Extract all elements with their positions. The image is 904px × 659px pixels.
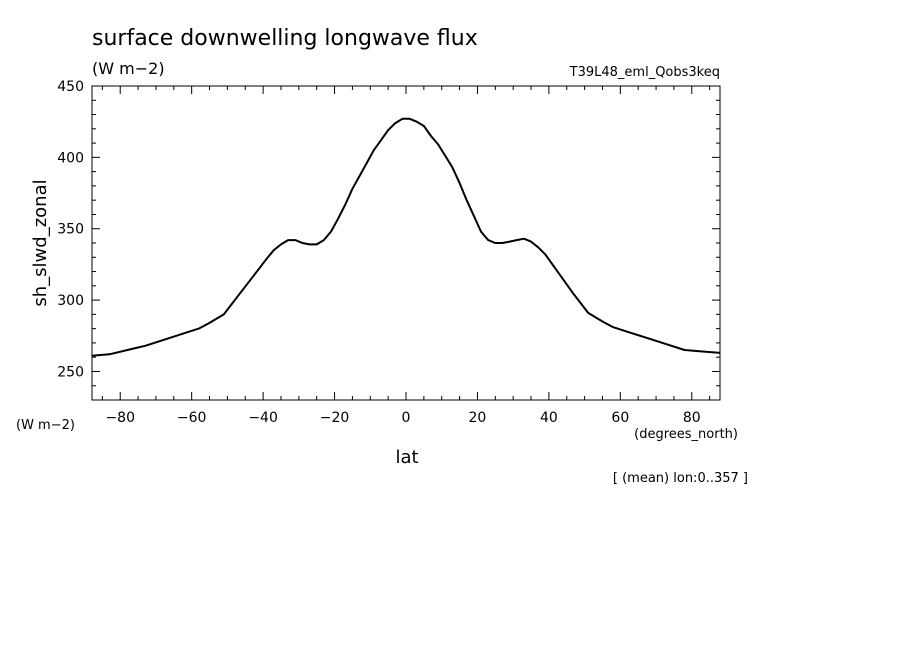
plot-frame-group bbox=[91, 85, 721, 401]
x-tick-label: −20 bbox=[320, 410, 350, 426]
y-tick-label: 300 bbox=[57, 293, 84, 309]
x-axis-units: (degrees_north) bbox=[634, 427, 738, 442]
y-tick-label: 250 bbox=[57, 364, 84, 380]
series-line bbox=[91, 117, 721, 357]
y-tick-label: 400 bbox=[57, 150, 84, 166]
plot-frame bbox=[91, 85, 721, 401]
y-tick-label: 350 bbox=[57, 222, 84, 238]
y-axis-ticks: 250 300 350 400 450 bbox=[57, 79, 720, 387]
x-tick-label: 60 bbox=[611, 410, 629, 426]
x-tick-label: 0 bbox=[402, 410, 411, 426]
y-axis-units: (W m−2) bbox=[16, 418, 75, 433]
y-axis-title: sh_slwd_zonal bbox=[30, 179, 51, 306]
x-tick-label: −80 bbox=[105, 410, 135, 426]
x-axis-title: lat bbox=[395, 447, 418, 468]
x-tick-label: −60 bbox=[177, 410, 207, 426]
y-tick-label: 450 bbox=[57, 79, 84, 95]
experiment-label: T39L48_eml_Qobs3keq bbox=[569, 65, 720, 80]
x-tick-label: −40 bbox=[248, 410, 278, 426]
chart-title: surface downwelling longwave flux bbox=[92, 26, 478, 51]
x-tick-label: 20 bbox=[469, 410, 487, 426]
series-group bbox=[91, 117, 721, 357]
x-tick-label: 80 bbox=[683, 410, 701, 426]
x-tick-label: 40 bbox=[540, 410, 558, 426]
chart-units: (W m−2) bbox=[92, 59, 165, 78]
x-axis-ticks: −80 −60 −40 −20 0 20 40 60 80 bbox=[101, 86, 711, 426]
footnote: [ (mean) lon:0..357 ] bbox=[613, 471, 748, 486]
